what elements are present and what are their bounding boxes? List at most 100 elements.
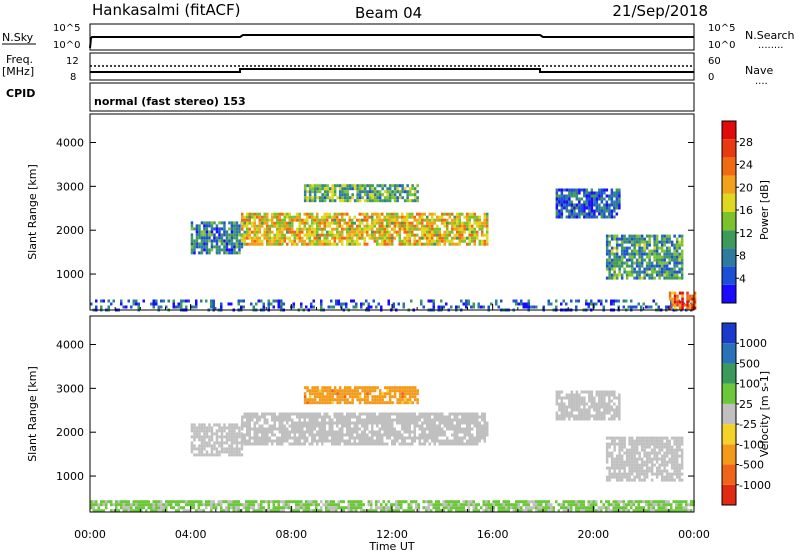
data-cell bbox=[303, 190, 307, 194]
data-cell bbox=[625, 246, 629, 250]
data-cell bbox=[238, 233, 241, 237]
data-cell bbox=[353, 439, 356, 443]
data-cell bbox=[323, 421, 326, 425]
data-cell bbox=[618, 258, 621, 262]
data-cell bbox=[376, 401, 379, 405]
data-cell bbox=[458, 421, 461, 425]
data-cell bbox=[321, 427, 324, 431]
data-cell bbox=[371, 196, 374, 200]
data-cell bbox=[570, 396, 574, 400]
data-cell bbox=[190, 305, 193, 309]
data-cell bbox=[643, 445, 646, 449]
data-cell bbox=[215, 239, 219, 243]
data-cell bbox=[670, 273, 674, 277]
data-cell bbox=[246, 430, 249, 434]
data-cell bbox=[588, 215, 591, 219]
data-cell bbox=[625, 273, 629, 277]
nave-tick-low: 0 bbox=[708, 72, 714, 83]
data-cell bbox=[336, 389, 339, 393]
data-cell bbox=[266, 212, 269, 216]
data-cell bbox=[658, 457, 661, 461]
data-cell bbox=[558, 417, 561, 421]
data-cell bbox=[235, 227, 239, 231]
data-cell bbox=[397, 503, 400, 507]
data-cell bbox=[310, 509, 313, 513]
data-cell bbox=[413, 424, 416, 428]
data-cell bbox=[210, 509, 213, 513]
data-cell bbox=[583, 206, 586, 210]
data-cell bbox=[512, 506, 515, 510]
data-cell bbox=[320, 299, 323, 303]
data-cell bbox=[593, 396, 596, 400]
data-cell bbox=[338, 430, 341, 434]
data-cell bbox=[316, 389, 319, 393]
data-cell bbox=[418, 442, 421, 446]
data-cell bbox=[665, 246, 669, 250]
data-cell bbox=[388, 224, 391, 228]
data-cell bbox=[613, 460, 616, 464]
data-cell bbox=[282, 509, 285, 513]
data-cell bbox=[608, 454, 611, 458]
data-cell bbox=[205, 230, 209, 234]
data-cell bbox=[458, 430, 461, 434]
data-cell bbox=[368, 227, 371, 231]
data-cell bbox=[670, 299, 673, 303]
data-cell bbox=[220, 221, 224, 225]
data-cell bbox=[281, 236, 284, 240]
data-cell bbox=[502, 509, 505, 513]
data-cell bbox=[203, 233, 206, 237]
data-cell bbox=[620, 509, 623, 513]
data-cell bbox=[333, 236, 336, 240]
data-cell bbox=[195, 299, 198, 303]
data-cell bbox=[352, 509, 355, 513]
data-cell bbox=[637, 302, 640, 306]
data-cell bbox=[311, 230, 314, 234]
data-cell bbox=[512, 503, 515, 507]
station-title: Hankasalmi (fitACF) bbox=[92, 1, 240, 19]
data-cell bbox=[272, 305, 275, 309]
data-cell bbox=[451, 442, 454, 446]
data-cell bbox=[391, 233, 394, 237]
data-cell bbox=[558, 197, 561, 201]
data-cell bbox=[453, 218, 456, 222]
data-cell bbox=[603, 411, 606, 415]
data-cell bbox=[167, 500, 170, 504]
data-cell bbox=[668, 234, 671, 238]
data-cell bbox=[483, 430, 486, 434]
data-cell bbox=[433, 439, 436, 443]
data-cell bbox=[635, 500, 638, 504]
data-cell bbox=[330, 509, 333, 513]
data-cell bbox=[316, 218, 319, 222]
data-cell bbox=[441, 236, 444, 240]
data-cell bbox=[678, 448, 681, 452]
data-cell bbox=[396, 187, 399, 191]
data-cell bbox=[623, 255, 626, 259]
data-cell bbox=[610, 194, 614, 198]
data-cell bbox=[180, 305, 183, 309]
data-cell bbox=[390, 506, 393, 510]
data-cell bbox=[613, 475, 616, 479]
data-cell bbox=[675, 273, 679, 277]
data-cell bbox=[200, 426, 204, 430]
data-cell bbox=[296, 415, 299, 419]
data-cell bbox=[270, 500, 273, 504]
data-cell bbox=[187, 509, 190, 513]
data-cell bbox=[680, 451, 684, 455]
data-cell bbox=[560, 396, 564, 400]
data-cell bbox=[326, 395, 329, 399]
data-cell bbox=[263, 233, 266, 237]
data-cell bbox=[306, 412, 309, 416]
data-cell bbox=[657, 305, 660, 309]
data-cell bbox=[406, 230, 409, 234]
data-cell bbox=[570, 215, 574, 219]
data-cell bbox=[691, 303, 694, 307]
data-cell bbox=[285, 506, 288, 510]
data-cell bbox=[436, 424, 439, 428]
data-cell bbox=[373, 433, 376, 437]
data-cell bbox=[515, 506, 518, 510]
data-cell bbox=[336, 215, 339, 219]
data-cell bbox=[395, 509, 398, 513]
data-cell bbox=[348, 401, 352, 405]
data-cell bbox=[313, 190, 317, 194]
